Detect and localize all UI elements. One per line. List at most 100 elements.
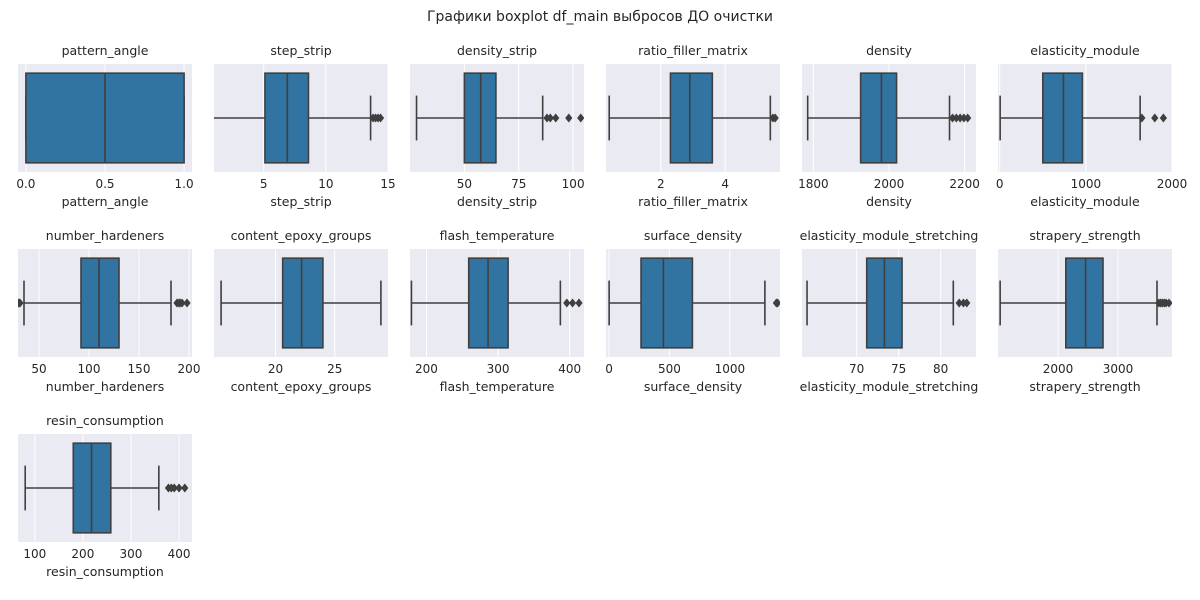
tick-label: 50 — [457, 177, 472, 191]
tick-label: 0.5 — [95, 177, 114, 191]
boxplot-marks — [24, 442, 189, 534]
x-axis-label: strapery_strength — [1029, 379, 1140, 394]
tick-label: 2 — [657, 177, 665, 191]
outlier-point — [170, 483, 178, 493]
outlier-point — [1159, 113, 1168, 123]
tick-label: 15 — [380, 177, 395, 191]
subplot-title: density_strip — [457, 43, 537, 58]
boxplot-marks — [608, 72, 779, 164]
tick-label: 1000 — [715, 362, 746, 376]
subplot-title: ratio_filler_matrix — [638, 43, 748, 58]
outlier-point — [175, 483, 183, 493]
outlier-point — [563, 298, 571, 308]
tick-label: 200 — [71, 547, 94, 561]
subplot-title: number_hardeners — [46, 228, 164, 243]
x-axis-label: ratio_filler_matrix — [638, 194, 748, 209]
tick-label: 150 — [128, 362, 151, 376]
tick-label: 300 — [120, 547, 143, 561]
tick-label: 50 — [31, 362, 46, 376]
subplot-density: density 1800 2000 2200 density — [798, 43, 980, 209]
tick-label: 400 — [168, 547, 191, 561]
subplot-density-strip: density_strip 50 75 100 density_strip — [410, 43, 585, 209]
tick-label: 75 — [891, 362, 906, 376]
outlier-point — [565, 113, 573, 123]
subplot-title: pattern_angle — [62, 43, 149, 58]
boxplot-marks — [220, 257, 382, 349]
outlier-point — [963, 113, 972, 123]
subplot-elasticity-module: elasticity_module 0 1000 2000 elasticity_mod… — [996, 43, 1187, 209]
subplot-title: resin_consumption — [46, 413, 164, 428]
boxplot-marks — [999, 72, 1168, 164]
x-axis-label: content_epoxy_groups — [231, 379, 372, 394]
x-axis-label: density — [866, 194, 912, 209]
subplot-surface-density: surface_density 0 500 1000 surface_density — [605, 228, 780, 394]
subplot-title: content_epoxy_groups — [231, 228, 372, 243]
tick-label: 3000 — [1103, 362, 1134, 376]
boxplot-marks — [806, 257, 971, 349]
outlier-point — [577, 113, 584, 123]
tick-label: 300 — [487, 362, 510, 376]
tick-label: 2000 — [1157, 177, 1188, 191]
box — [1041, 72, 1084, 164]
tick-label: 0.0 — [16, 177, 35, 191]
tick-label: 100 — [23, 547, 46, 561]
box — [859, 72, 898, 164]
box — [640, 257, 694, 349]
outlier-point — [963, 298, 971, 308]
outlier-point — [183, 298, 191, 308]
tick-label: 5 — [260, 177, 268, 191]
tick-label: 2000 — [874, 177, 905, 191]
subplot-strapery-strength: strapery_strength 2000 3000 strapery_streng… — [998, 228, 1172, 394]
boxplot-marks — [999, 257, 1172, 349]
subplot-content-epoxy-groups: content_epoxy_groups 20 25 content_epoxy_gr… — [214, 228, 388, 394]
x-axis-label: elasticity_module_stretching — [800, 379, 979, 394]
boxplot-marks — [410, 257, 583, 349]
outlier-point — [18, 298, 24, 308]
boxplot-marks — [18, 257, 191, 349]
outlier-point — [568, 298, 577, 308]
boxplot-marks — [608, 257, 780, 349]
tick-label: 70 — [849, 362, 864, 376]
tick-label: 0 — [996, 177, 1004, 191]
outlier-point — [178, 298, 186, 308]
tick-label: 500 — [658, 362, 681, 376]
outlier-point — [1165, 298, 1172, 308]
outlier-point — [773, 298, 780, 308]
tick-label: 1000 — [1071, 177, 1102, 191]
tick-label: 200 — [415, 362, 438, 376]
subplot-title: step_strip — [270, 43, 331, 58]
tick-label: 1800 — [798, 177, 829, 191]
tick-label: 100 — [78, 362, 101, 376]
tick-label: 2200 — [949, 177, 980, 191]
x-axis-label: elasticity_module — [1030, 194, 1140, 209]
subplot-ratio-filler-matrix: ratio_filler_matrix 2 4 ratio_filler_matrix — [606, 43, 780, 209]
tick-label: 1.0 — [175, 177, 194, 191]
outlier-point — [552, 113, 560, 123]
tick-label: 4 — [721, 177, 729, 191]
x-axis-label: density_strip — [457, 194, 537, 209]
subplot-elasticity-module-stretching: elasticity_module_stretching 70 75 80 elasti… — [800, 228, 979, 394]
tick-label: 25 — [327, 362, 342, 376]
tick-label: 75 — [511, 177, 526, 191]
tick-label: 100 — [562, 177, 585, 191]
x-axis-label: step_strip — [270, 194, 331, 209]
tick-label: 0 — [605, 362, 613, 376]
subplot-title: strapery_strength — [1029, 228, 1140, 243]
subplot-title: elasticity_module_stretching — [800, 228, 979, 243]
x-axis-label: pattern_angle — [62, 194, 149, 209]
x-axis-label: flash_temperature — [440, 379, 555, 394]
outlier-point — [376, 113, 385, 123]
box — [80, 257, 120, 349]
x-axis-label: surface_density — [644, 379, 743, 394]
boxplot-marks — [806, 72, 972, 164]
tick-label: 10 — [318, 177, 333, 191]
subplot-title: elasticity_module — [1030, 43, 1140, 58]
tick-label: 80 — [933, 362, 948, 376]
tick-label: 200 — [178, 362, 201, 376]
boxplot-marks — [214, 72, 385, 164]
